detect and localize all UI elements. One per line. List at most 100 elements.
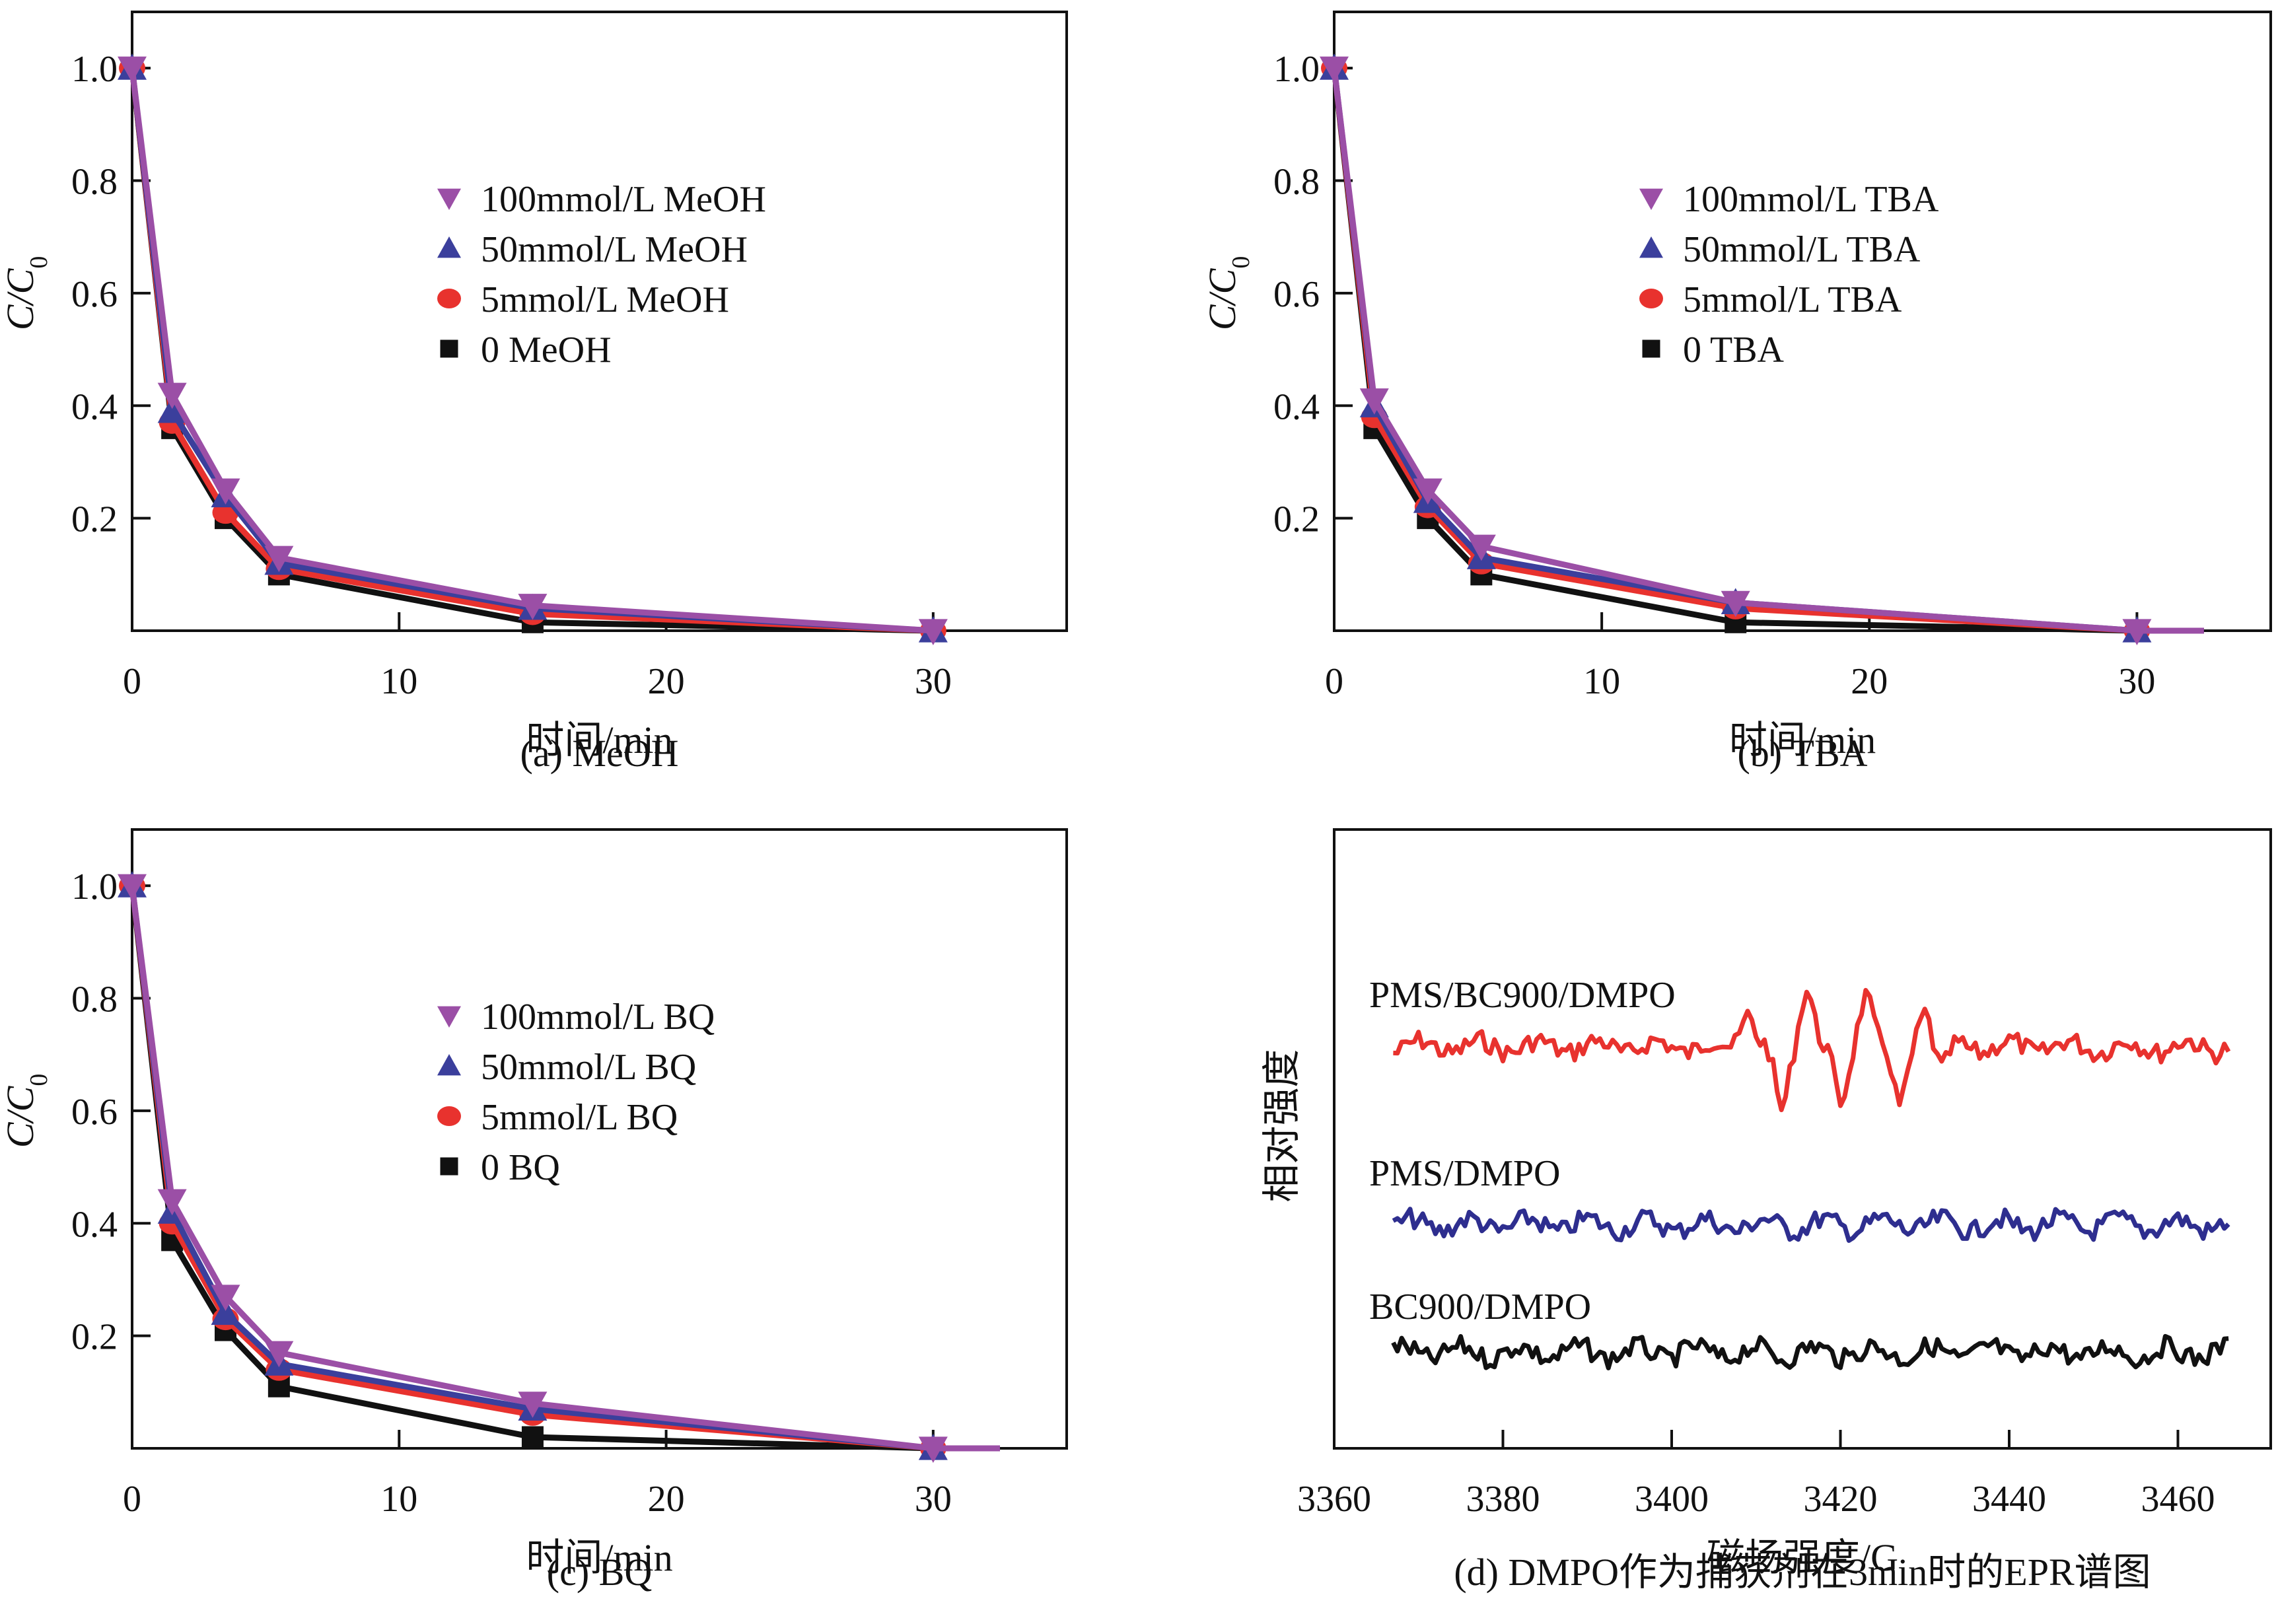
epr-spectrum-line bbox=[1393, 987, 2231, 1112]
y-tick-label: 0.6 bbox=[71, 1092, 118, 1133]
x-tick-label: 10 bbox=[380, 661, 417, 702]
legend: 100mmol/L MeOH 50mmol/L MeOH 5mmol/L MeOH 0… bbox=[437, 179, 766, 371]
panel-caption: (b) TBA bbox=[1737, 732, 1867, 775]
epr-spectrum-line bbox=[1392, 1207, 2230, 1243]
chart-panel-d: 3360 3380 3400 3420 3440 3460 磁场强度/G(d) DMPO作为… bbox=[1260, 828, 2272, 1594]
x-tick-label: 0 bbox=[123, 1479, 141, 1520]
legend-label: 0 TBA bbox=[1683, 330, 1785, 371]
epr-series-1: PMS/DMPO bbox=[1369, 1153, 2230, 1243]
y-axis-label: C/C0 bbox=[0, 1074, 53, 1148]
y-axis-label-main: C/C bbox=[0, 1085, 42, 1148]
x-axis-label: 时间/min bbox=[526, 719, 672, 761]
x-axis-label: 时间/min bbox=[526, 1536, 672, 1579]
panel-caption: (a) MeOH bbox=[520, 732, 679, 775]
x-tick-label: 0 bbox=[1325, 661, 1343, 702]
epr-series-label: PMS/BC900/DMPO bbox=[1369, 975, 1676, 1016]
plot-frame bbox=[1333, 11, 2272, 632]
epr-series-0: PMS/BC900/DMPO bbox=[1369, 975, 2231, 1112]
data-point bbox=[157, 382, 187, 409]
x-tick-label: 10 bbox=[1583, 661, 1620, 702]
x-tick-label: 20 bbox=[1851, 661, 1888, 702]
x-tick-label: 3440 bbox=[1972, 1479, 2046, 1520]
y-tick-label: 0.8 bbox=[71, 979, 118, 1020]
panel-caption: (d) DMPO作为捕获剂在3min时的EPR谱图 bbox=[1454, 1551, 2151, 1594]
y-axis-label: C/C0 bbox=[1201, 256, 1255, 331]
y-axis-label: C/C0 bbox=[0, 256, 53, 331]
x-tick-label: 3460 bbox=[2141, 1479, 2215, 1520]
epr-series-2: BC900/DMPO bbox=[1369, 1287, 2229, 1370]
series-line bbox=[129, 67, 934, 634]
data-point bbox=[1413, 478, 1442, 505]
y-axis-label-subscript: 0 bbox=[25, 1074, 53, 1086]
series-line bbox=[129, 885, 1000, 1452]
series-line bbox=[129, 885, 1000, 1452]
data-point bbox=[918, 1436, 948, 1463]
x-tick-label: 3360 bbox=[1297, 1479, 1371, 1520]
data-point bbox=[518, 594, 548, 620]
legend-marker-triangle-up bbox=[437, 1054, 461, 1076]
data-point bbox=[1721, 590, 1750, 618]
legend-marker-circle bbox=[437, 1106, 461, 1126]
x-tick-label: 3400 bbox=[1635, 1479, 1709, 1520]
data-point bbox=[157, 396, 187, 423]
legend-marker-triangle-up bbox=[1639, 236, 1663, 258]
plot-frame bbox=[131, 828, 1068, 1450]
x-tick-label: 3380 bbox=[1466, 1479, 1540, 1520]
y-axis-label: 相对强度 bbox=[1260, 1049, 1303, 1202]
data-point bbox=[211, 1298, 240, 1325]
y-axis-label-main: C/C bbox=[1201, 267, 1244, 330]
y-tick-label: 1.0 bbox=[71, 49, 118, 90]
x-tick-label: 30 bbox=[915, 661, 952, 702]
legend-label: 100mmol/L TBA bbox=[1683, 179, 1939, 220]
data-point bbox=[1320, 56, 1349, 83]
data-point bbox=[918, 619, 948, 645]
legend: 100mmol/L TBA 50mmol/L TBA 5mmol/L TBA 0 TB… bbox=[1639, 179, 1939, 371]
panel-caption: (c) BQ bbox=[547, 1551, 652, 1594]
data-point bbox=[157, 1189, 187, 1216]
legend-label: 5mmol/L TBA bbox=[1683, 279, 1902, 320]
data-point bbox=[118, 56, 147, 83]
data-point bbox=[1359, 388, 1389, 415]
legend: 100mmol/L BQ 50mmol/L BQ 5mmol/L BQ 0 BQ bbox=[437, 997, 715, 1188]
y-tick-label: 0.2 bbox=[1273, 499, 1320, 540]
y-axis-label-main: C/C bbox=[0, 267, 42, 330]
y-tick-label: 0.8 bbox=[71, 162, 118, 203]
x-tick-label: 20 bbox=[648, 1479, 685, 1520]
x-axis-label: 时间/min bbox=[1729, 719, 1876, 761]
y-tick-label: 0.6 bbox=[71, 274, 118, 315]
series-0 bbox=[118, 56, 948, 645]
legend-marker-triangle-down bbox=[437, 1006, 461, 1028]
series-0 bbox=[1320, 56, 2204, 645]
x-axis-label: 磁场强度/G bbox=[1707, 1536, 1898, 1579]
legend-marker-square bbox=[440, 1157, 458, 1176]
series-0 bbox=[118, 874, 1000, 1463]
data-point bbox=[264, 546, 294, 573]
epr-spectrum-line bbox=[1391, 1333, 2229, 1370]
y-tick-label: 0.6 bbox=[1273, 274, 1320, 315]
plot-frame bbox=[131, 11, 1068, 632]
legend-marker-triangle-up bbox=[437, 236, 461, 258]
data-point bbox=[521, 1426, 544, 1448]
data-point bbox=[518, 1392, 548, 1418]
legend-marker-triangle-down bbox=[1639, 188, 1663, 210]
legend-label: 0 BQ bbox=[481, 1147, 560, 1188]
legend-label: 50mmol/L TBA bbox=[1683, 229, 1921, 270]
y-tick-label: 1.0 bbox=[71, 866, 118, 907]
x-tick-label: 10 bbox=[380, 1479, 417, 1520]
data-point bbox=[211, 1285, 240, 1312]
x-tick-label: 3420 bbox=[1803, 1479, 1877, 1520]
data-point bbox=[1466, 534, 1496, 561]
series-3 bbox=[121, 874, 1000, 1460]
x-tick-label: 30 bbox=[2118, 661, 2155, 702]
y-tick-label: 1.0 bbox=[1273, 49, 1320, 90]
legend-marker-square bbox=[1642, 339, 1660, 358]
y-tick-label: 0.8 bbox=[1273, 162, 1320, 203]
y-axis-label-subscript: 0 bbox=[1227, 256, 1255, 269]
epr-series-label: BC900/DMPO bbox=[1369, 1287, 1591, 1327]
x-tick-label: 20 bbox=[648, 661, 685, 702]
plot-frame bbox=[1333, 828, 2272, 1450]
